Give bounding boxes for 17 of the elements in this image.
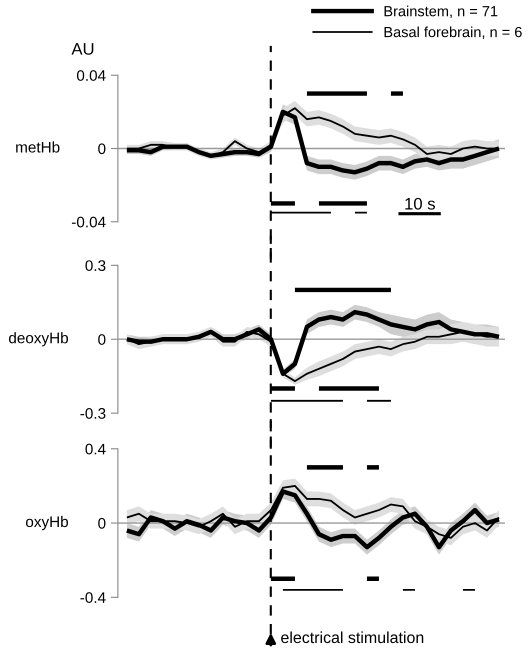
text: electrical stimulation xyxy=(281,631,424,644)
annotation: 10 s xyxy=(405,198,435,210)
y-tick-label: -0.04 xyxy=(72,216,106,228)
y-tick-label: 0.3 xyxy=(85,260,106,272)
legend-label: Brainstem, n = 71 xyxy=(384,6,498,18)
y-tick-label: 0.4 xyxy=(85,444,106,454)
y-tick-label: 0 xyxy=(98,143,106,154)
y-tick-label: 0 xyxy=(98,518,106,529)
y-tick-label: 0.04 xyxy=(76,70,106,81)
y-tick-label: -0.3 xyxy=(80,408,106,419)
y-axis-title: oxyHb xyxy=(26,516,68,530)
y-axis-title: deoxyHb xyxy=(8,332,68,346)
text: AU xyxy=(71,43,94,55)
legend-label: Basal forebrain, n = 6 xyxy=(384,26,522,39)
y-axis-title: metHb xyxy=(16,141,60,153)
y-tick-label: 0 xyxy=(98,334,106,345)
y-tick-label: -0.4 xyxy=(80,592,106,603)
